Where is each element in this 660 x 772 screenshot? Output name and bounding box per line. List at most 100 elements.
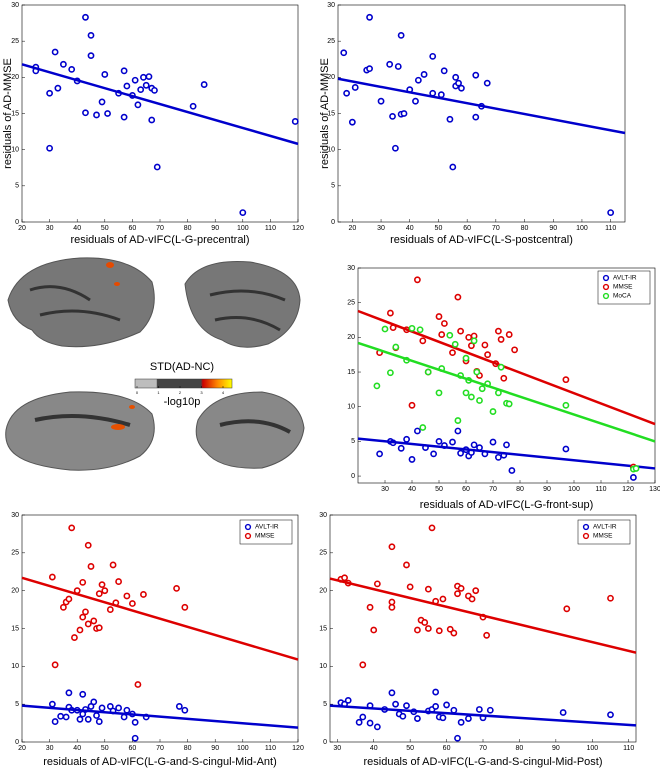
data-point (400, 110, 408, 117)
data-point (153, 163, 161, 171)
data-point (470, 441, 478, 449)
legend-label: MMSE (613, 284, 633, 291)
data-point (140, 591, 147, 598)
data-point (424, 625, 432, 632)
data-point (607, 711, 614, 719)
x-tick-label: 60 (462, 486, 470, 493)
data-point (355, 718, 363, 726)
x-axis-label: residuals of AD-vIFC(L-G-front-sup) (420, 499, 594, 511)
data-point (432, 688, 440, 696)
data-point (559, 709, 567, 716)
regression-line (357, 309, 656, 426)
data-point (454, 590, 461, 598)
data-point (467, 342, 475, 350)
legend-marker (244, 523, 252, 531)
data-point (366, 65, 373, 73)
data-point (359, 713, 367, 721)
data-point (291, 118, 299, 125)
y-tick-label: 30 (347, 265, 355, 272)
data-point (472, 587, 480, 595)
brain-lateral-left (7, 257, 155, 348)
data-point (90, 698, 98, 706)
regression-line (357, 437, 656, 470)
data-point (46, 89, 53, 97)
data-point (473, 368, 481, 376)
y-tick-label: 30 (11, 2, 19, 9)
colorbar-tick-label: 3 (200, 390, 203, 395)
x-tick-label: 120 (622, 486, 634, 493)
data-point (632, 465, 640, 472)
x-tick-label: 110 (265, 745, 276, 752)
data-point (511, 346, 518, 354)
colorbar-tick-label: 1 (157, 390, 160, 395)
data-point (79, 578, 87, 586)
x-tick-label: 30 (333, 745, 341, 752)
data-point (181, 603, 189, 611)
data-point (446, 331, 454, 339)
x-tick-label: 30 (377, 225, 385, 232)
data-point (419, 337, 427, 345)
scatter-panel: 20 30 40 50 60 70 80 90 100 110 0 5 10 15 20 25 30 residu… (319, 2, 626, 246)
data-point (412, 97, 419, 105)
y-tick-label: 20 (11, 588, 19, 595)
regression-line (329, 577, 637, 654)
brain-lateral-right (184, 260, 301, 348)
data-point (344, 696, 352, 704)
data-point (82, 13, 89, 21)
x-tick-label: 130 (649, 486, 660, 493)
legend-marker (244, 532, 252, 540)
x-tick-label: 30 (46, 745, 54, 752)
data-point (123, 706, 131, 714)
data-point (413, 427, 421, 435)
brain-medial-right (195, 391, 305, 469)
y-tick-label: 10 (11, 147, 19, 154)
y-tick-label: 15 (319, 625, 327, 632)
data-point (62, 713, 70, 721)
data-point (359, 661, 367, 669)
regression-line (21, 576, 299, 661)
legend-marker (602, 292, 610, 300)
data-point (438, 331, 446, 338)
data-point (200, 81, 208, 88)
data-point (419, 424, 427, 431)
data-point (388, 598, 396, 606)
data-point (486, 706, 494, 714)
data-point (87, 31, 95, 39)
data-point (397, 444, 405, 452)
data-point (386, 60, 394, 68)
y-tick-label: 5 (331, 183, 335, 190)
data-point (607, 209, 615, 216)
data-point (388, 543, 396, 551)
y-tick-label: 15 (347, 369, 355, 376)
y-tick-label: 0 (323, 739, 327, 746)
y-tick-label: 25 (11, 38, 19, 45)
scatter-panel: 30 40 50 60 70 80 90 100 110 0 5 10 15 20 25 30 residual… (319, 512, 637, 768)
data-point (389, 112, 396, 120)
data-point (386, 369, 394, 377)
scatter-panel: 20 30 40 50 60 70 80 90 100 110 120 0 5 10 15 20 25 30 res… (2, 2, 304, 246)
y-tick-label: 10 (11, 663, 19, 670)
x-tick-label: 80 (516, 745, 524, 752)
x-tick-label: 50 (435, 486, 443, 493)
data-point (68, 524, 76, 532)
plot-frame (357, 267, 656, 484)
data-point (435, 313, 443, 320)
colorbar-label: -log10p (164, 396, 201, 408)
data-point (189, 102, 197, 110)
data-point (454, 293, 462, 301)
data-point (408, 456, 416, 463)
x-tick-label: 70 (156, 225, 164, 232)
data-point (450, 706, 458, 714)
x-tick-label: 50 (406, 745, 414, 752)
y-tick-label: 25 (327, 38, 335, 45)
data-point (131, 734, 139, 742)
colorbar (134, 378, 233, 389)
x-tick-label: 50 (101, 225, 109, 232)
y-tick-label: 25 (347, 300, 355, 307)
y-tick-label: 0 (351, 473, 355, 480)
x-tick-label: 30 (381, 486, 389, 493)
data-point (366, 13, 373, 21)
x-tick-label: 60 (129, 225, 137, 232)
x-tick-label: 70 (489, 486, 497, 493)
x-axis-label: residuals of AD-vIFC(L-G-precentral) (70, 234, 249, 246)
